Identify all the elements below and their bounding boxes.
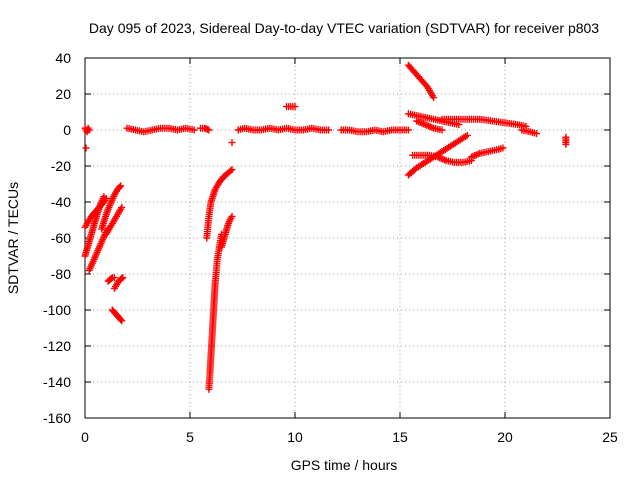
series-segment-26 xyxy=(409,151,475,166)
data-point xyxy=(463,131,471,139)
data-point-marker xyxy=(227,167,235,175)
y-tick-label: -100 xyxy=(43,302,71,318)
series-segment-12 xyxy=(197,124,213,134)
y-tick-label: -60 xyxy=(51,230,71,246)
y-tick-label: -120 xyxy=(43,338,71,354)
data-point-marker xyxy=(116,183,124,191)
y-tick-label: 40 xyxy=(55,50,71,66)
data-point xyxy=(325,126,333,134)
y-tick-label: -20 xyxy=(51,158,71,174)
x-tick-label: 10 xyxy=(287,429,303,445)
data-point-marker xyxy=(117,316,125,324)
series-segment-18 xyxy=(283,103,299,111)
series-segment-10 xyxy=(108,306,126,325)
series-segment-11 xyxy=(123,124,198,136)
series-segment-17 xyxy=(234,124,333,134)
series-segment-16 xyxy=(228,139,236,147)
axis-ticks xyxy=(84,57,611,419)
series-segment-15 xyxy=(218,212,236,251)
data-point xyxy=(562,140,570,148)
x-tick-label: 20 xyxy=(497,429,513,445)
data-point xyxy=(119,274,127,282)
data-point xyxy=(205,126,213,134)
y-tick-labels: -160 -140 -120 -100 -80 -60 -40 -20 0 20 40 xyxy=(43,50,71,426)
data-point xyxy=(228,212,236,220)
data-point xyxy=(102,194,110,202)
data-point xyxy=(228,166,236,174)
y-tick-label: -80 xyxy=(51,266,71,282)
series-segment-22 xyxy=(413,117,446,134)
data-point xyxy=(190,126,198,134)
y-tick-label: -140 xyxy=(43,374,71,390)
data-points xyxy=(81,61,570,393)
series-segment-13 xyxy=(205,230,225,393)
data-point xyxy=(110,274,118,282)
series-segment-2 xyxy=(82,144,90,152)
chart-title: Day 095 of 2023, Sidereal Day-to-day VTE… xyxy=(89,20,599,36)
series-segment-27 xyxy=(467,144,507,161)
x-tick-label: 5 xyxy=(186,429,194,445)
series-segment-7 xyxy=(102,203,126,238)
x-tick-label: 0 xyxy=(81,429,89,445)
x-tick-labels: 0 5 10 15 20 25 xyxy=(81,429,618,445)
grid-lines xyxy=(85,58,610,418)
series-segment-23 xyxy=(438,115,530,130)
x-tick-label: 25 xyxy=(602,429,618,445)
y-axis-label: SDTVAR / TECUs xyxy=(5,182,21,294)
series-segment-9 xyxy=(110,274,127,292)
x-tick-label: 15 xyxy=(392,429,408,445)
data-point xyxy=(82,144,90,152)
data-point xyxy=(118,317,126,325)
data-point xyxy=(499,144,507,152)
data-point xyxy=(118,203,126,211)
series-segment-24 xyxy=(518,126,540,138)
y-tick-label: 0 xyxy=(63,122,71,138)
y-tick-label: -40 xyxy=(51,194,71,210)
data-point-marker xyxy=(118,275,126,282)
x-axis-label: GPS time / hours xyxy=(291,457,398,473)
series-segment-19 xyxy=(337,126,412,136)
series-segment-8 xyxy=(104,274,118,285)
data-point-marker xyxy=(107,275,115,282)
series-segment-28 xyxy=(562,133,570,148)
series-segment-4 xyxy=(81,194,110,231)
y-tick-label: 20 xyxy=(55,86,71,102)
series-segment-14 xyxy=(203,166,236,242)
series-segment-20 xyxy=(404,61,438,102)
data-point xyxy=(117,182,125,190)
y-tick-label: -160 xyxy=(43,410,71,426)
series-segment-1 xyxy=(81,124,93,136)
plot-frame xyxy=(84,57,611,419)
data-point xyxy=(291,103,299,111)
data-point xyxy=(404,126,412,134)
series-segment-6 xyxy=(98,182,125,233)
data-point xyxy=(438,126,446,134)
data-point xyxy=(430,94,438,102)
data-point xyxy=(85,126,93,134)
data-point xyxy=(228,139,236,147)
data-point xyxy=(533,130,540,138)
